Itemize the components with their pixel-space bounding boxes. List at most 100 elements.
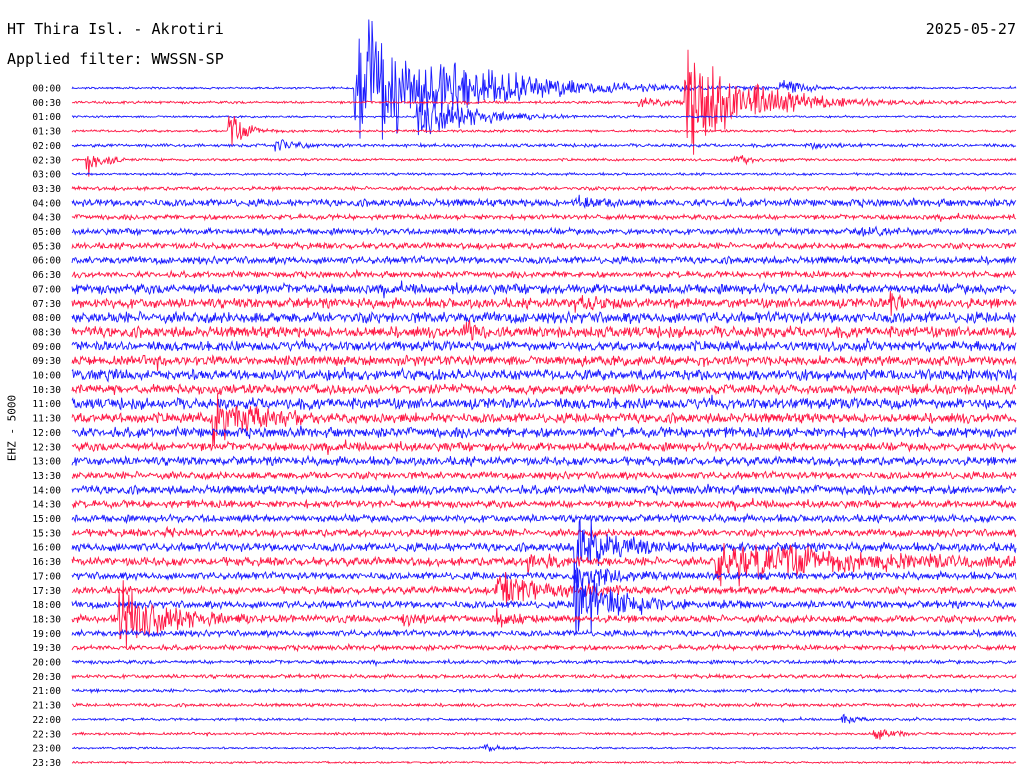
seismic-trace: [71, 254, 1017, 266]
seismic-trace: [71, 525, 1017, 539]
time-tick-label: 04:00: [32, 198, 61, 209]
time-tick-label: 05:30: [32, 241, 61, 252]
seismic-trace: [71, 628, 1017, 639]
station-title: HT Thira Isl. - Akrotiri: [7, 20, 224, 38]
seismic-trace: [71, 319, 1017, 341]
seismic-trace: [71, 240, 1017, 251]
seismic-trace: [71, 760, 1017, 765]
time-tick-label: 09:00: [32, 342, 61, 353]
time-tick-label: 07:30: [32, 299, 61, 310]
time-tick-label: 23:30: [32, 758, 61, 769]
seismic-trace: [71, 518, 1017, 577]
seismic-trace: [71, 580, 1017, 649]
seismic-trace: [71, 542, 1016, 587]
time-tick-label: 05:00: [32, 227, 61, 238]
time-tick-label: 22:00: [32, 715, 61, 726]
seismic-trace: [71, 728, 1017, 740]
time-tick-label: 11:00: [32, 399, 61, 410]
seismic-trace: [71, 184, 1017, 193]
seismic-trace: [71, 561, 1017, 634]
seismic-trace: [71, 571, 1017, 605]
time-tick-label: 14:30: [32, 500, 61, 511]
seismic-trace: [71, 49, 1017, 155]
seismic-trace: [71, 439, 1017, 455]
seismic-trace: [71, 483, 1017, 497]
time-tick-label: 18:30: [32, 614, 61, 625]
time-tick-label: 16:00: [32, 543, 61, 554]
time-tick-label: 19:00: [32, 629, 61, 640]
time-tick-label: 12:30: [32, 442, 61, 453]
time-tick-label: 00:30: [32, 98, 61, 109]
seismic-trace: [71, 512, 1017, 525]
time-tick-label: 13:00: [32, 457, 61, 468]
date-label: 2025-05-27: [925, 20, 1016, 38]
time-tick-label: 14:00: [32, 485, 61, 496]
seismic-trace: [71, 19, 1017, 140]
seismic-trace: [71, 338, 1017, 353]
seismic-trace: [71, 393, 1017, 446]
time-tick-label: 09:30: [32, 356, 61, 367]
time-tick-label: 06:30: [32, 270, 61, 281]
seismic-trace: [71, 672, 1017, 681]
time-tick-label: 15:00: [32, 514, 61, 525]
time-tick-label: 02:00: [32, 141, 61, 152]
seismic-trace: [71, 567, 1017, 590]
seismic-trace: [71, 394, 1017, 412]
time-tick-label: 11:30: [32, 414, 61, 425]
time-tick-label: 20:00: [32, 658, 61, 669]
time-tick-label: 01:00: [32, 112, 61, 123]
time-tick-label: 08:30: [32, 327, 61, 338]
time-tick-label: 17:00: [32, 571, 61, 582]
time-tick-label: 03:00: [32, 170, 61, 181]
seismic-trace: [71, 155, 1017, 177]
time-tick-label: 17:30: [32, 586, 61, 597]
time-tick-label: 21:30: [32, 701, 61, 712]
seismic-trace: [71, 366, 1017, 383]
time-tick-label: 01:30: [32, 127, 61, 138]
time-tick-label: 04:30: [32, 213, 61, 224]
time-tick-label: 21:00: [32, 686, 61, 697]
time-tick-label: 12:00: [32, 428, 61, 439]
seismic-trace: [71, 225, 1017, 237]
time-tick-label: 07:00: [32, 284, 61, 295]
seismic-trace: [71, 290, 1017, 316]
time-tick-label: 10:00: [32, 371, 61, 382]
seismic-trace: [71, 103, 1017, 136]
seismic-trace: [71, 382, 1017, 396]
time-tick-label: 08:00: [32, 313, 61, 324]
seismic-trace: [71, 454, 1017, 468]
seismic-trace: [71, 657, 1017, 668]
time-tick-label: 00:00: [32, 84, 61, 95]
seismic-trace: [71, 268, 1017, 280]
seismic-trace: [71, 310, 1017, 325]
filter-label: Applied filter: WWSSN-SP: [7, 50, 224, 68]
time-tick-label: 15:30: [32, 528, 61, 539]
time-tick-label: 18:00: [32, 600, 61, 611]
seismic-trace: [71, 354, 1017, 372]
seismic-trace: [71, 280, 1017, 299]
seismic-trace: [71, 687, 1017, 694]
time-tick-label: 19:30: [32, 643, 61, 654]
time-tick-label: 23:00: [32, 744, 61, 755]
seismic-trace: [71, 701, 1017, 709]
seismic-trace: [71, 171, 1017, 177]
time-tick-label: 10:30: [32, 385, 61, 396]
seismic-trace: [71, 116, 1017, 146]
seismic-trace: [71, 470, 1017, 481]
seismic-trace: [71, 497, 1017, 512]
seismic-trace: [71, 642, 1017, 653]
time-tick-label: 06:00: [32, 256, 61, 267]
seismic-trace: [71, 713, 1017, 724]
seismic-trace: [72, 743, 1017, 752]
time-tick-label: 03:30: [32, 184, 61, 195]
seismic-trace: [71, 425, 1017, 440]
time-tick-label: 13:30: [32, 471, 61, 482]
time-tick-label: 22:30: [32, 729, 61, 740]
seismic-trace: [71, 212, 1017, 222]
seismic-trace: [71, 139, 1017, 152]
time-tick-label: 16:30: [32, 557, 61, 568]
time-tick-label: 20:30: [32, 672, 61, 683]
time-tick-label: 02:30: [32, 155, 61, 166]
seismic-trace: [71, 194, 1017, 210]
